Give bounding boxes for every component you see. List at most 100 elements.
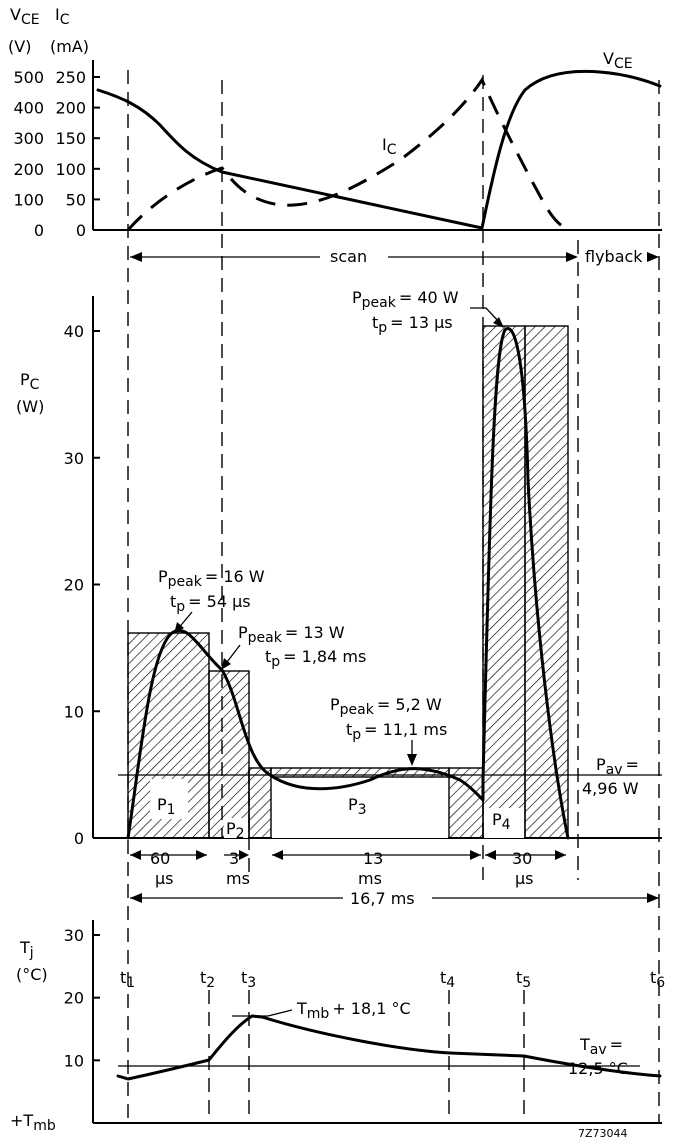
vce-tick-label: 500 [13, 68, 44, 87]
pc-tick-label: 40 [64, 322, 84, 341]
period-arrowhead-right [647, 893, 659, 903]
p2-label-box [224, 818, 248, 838]
tj-peak-leader [267, 1009, 293, 1017]
ic-curve-label: IC [382, 135, 397, 158]
pav-label: Pav = [596, 755, 639, 778]
vce-tick-label: 400 [13, 99, 44, 118]
vce-axis-unit: (V) [8, 37, 31, 56]
p1-tp-annotation: tp = 54 µs [170, 592, 251, 615]
p4-peak-arrow [470, 307, 502, 325]
pc-axis-name: PC [20, 370, 40, 393]
ic-tick-label: 50 [66, 190, 86, 209]
dur-4-top: 30 [512, 849, 532, 868]
p1-peak-annotation: Ppeak = 16 W [158, 567, 265, 590]
dur-2-bottom: ms [226, 869, 250, 888]
tav-value: 12,5 °C [568, 1059, 628, 1078]
vce-tick-label: 100 [13, 190, 44, 209]
vce-tick-label: 0 [34, 221, 44, 240]
p3-label-box [272, 779, 448, 838]
ic-tick-label: 250 [55, 68, 86, 87]
flyback-arrow-head [647, 252, 659, 262]
dur-3-bottom: ms [358, 869, 382, 888]
p4-rect-right [524, 325, 569, 839]
t3-label: t3 [241, 968, 256, 991]
scan-label: scan [330, 247, 367, 266]
tj-chart: Tj (°C) +Tmb 30 20 10 t1 t2 t3 t4 t5 t6 Tm… [10, 920, 665, 1134]
scan-arrow-head-left [130, 252, 142, 262]
dur-arrowhead-3l [272, 850, 283, 860]
p1-peak-arrowhead [174, 622, 184, 634]
ic-tick-label: 200 [55, 99, 86, 118]
p2-rect [208, 670, 250, 839]
t2-label: t2 [200, 968, 215, 991]
p4-label: P4 [492, 810, 511, 833]
dur-arrowhead-4l [485, 850, 496, 860]
pc-curve [126, 327, 570, 840]
pc-tick-labels: 40 30 20 10 0 [64, 322, 100, 848]
tj-peak-annotation: Tmb + 18,1 °C [296, 999, 411, 1022]
p3-label: P3 [348, 795, 367, 818]
tj-tick-labels: 30 20 10 [64, 926, 100, 1070]
vce-curve [96, 69, 662, 230]
p2-peak-annotation: Ppeak = 13 W [238, 623, 345, 646]
p4-peak-annotation: Ppeak = 40 W [352, 288, 459, 311]
p4-peak-arrowhead [493, 317, 504, 328]
tj-curve [116, 1014, 662, 1081]
p3-tp-annotation: tp = 11,1 ms [346, 720, 447, 743]
tj-axis-unit: (°C) [16, 965, 48, 984]
time-guides [127, 70, 660, 1123]
dur-4-bottom: µs [515, 869, 534, 888]
t5-label: t5 [516, 968, 531, 991]
pc-chart: PC (W) 40 30 20 10 0 P1 P2 P3 P4 Ppeak = 16 W… [16, 288, 662, 908]
pc-axis-unit: (W) [16, 397, 44, 416]
ic-curve [126, 76, 571, 232]
figure-code: 7Z73044 [578, 1127, 628, 1140]
vce-tick-label: 200 [13, 160, 44, 179]
tj-tick-label: 30 [64, 926, 84, 945]
pc-tick-label: 30 [64, 449, 84, 468]
ic-tick-label: 150 [55, 129, 86, 148]
vce-axis-name: VCE [10, 5, 40, 28]
ic-axis-name: IC [55, 5, 70, 28]
p3-peak-arrowhead [407, 754, 417, 766]
p2-label: P2 [226, 819, 245, 842]
dur-arrowhead-4r [555, 850, 566, 860]
period-label: 16,7 ms [350, 889, 415, 908]
p2-tp-annotation: tp = 1,84 ms [265, 647, 366, 670]
tj-axis-name: Tj [19, 938, 34, 961]
ic-tick-label: 100 [55, 160, 86, 179]
dur-1-bottom: µs [155, 869, 174, 888]
p3-rect-left [248, 767, 272, 839]
vce-tick-label: 300 [13, 129, 44, 148]
t6-label: t6 [650, 968, 665, 991]
pc-tick-label: 10 [64, 702, 84, 721]
tj-axis-base: +Tmb [10, 1111, 56, 1134]
t4-label: t4 [440, 968, 455, 991]
ic-tick-label: 0 [76, 221, 86, 240]
p2-peak-arrowhead [221, 658, 231, 670]
dur-3-top: 13 [363, 849, 383, 868]
tj-tick-label: 10 [64, 1051, 84, 1070]
p3-peak-annotation: Ppeak = 5,2 W [330, 695, 442, 718]
p1-label: P1 [157, 795, 176, 818]
t1-label: t1 [120, 968, 135, 991]
tav-label: Tav = [579, 1035, 623, 1058]
pav-value: 4,96 W [582, 779, 639, 798]
dur-2-top: 3 [229, 849, 239, 868]
ic-axis-unit: (mA) [50, 37, 89, 56]
p4-tp-annotation: tp = 13 µs [372, 313, 453, 336]
dur-arrowhead-2r [239, 850, 249, 860]
p4-label-box [484, 808, 524, 838]
dur-1-top: 60 [150, 849, 170, 868]
duration-row: 60 µs 3 ms 13 ms 30 µs [130, 849, 566, 888]
flyback-label: flyback [585, 247, 643, 266]
p3-rect-right [448, 767, 484, 839]
tj-tick-label: 20 [64, 989, 84, 1008]
dur-arrowhead-1r [196, 850, 207, 860]
pc-tick-label: 0 [74, 829, 84, 848]
p1-label-box [150, 779, 188, 819]
pc-tick-label: 20 [64, 576, 84, 595]
